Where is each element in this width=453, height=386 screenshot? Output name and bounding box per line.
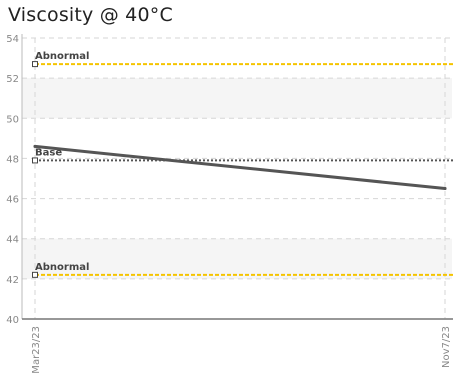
shaded-band [22,78,452,119]
shaded-band [22,238,452,279]
y-tick-label: 42 [6,275,19,286]
reference-line-label: Abnormal [35,262,89,273]
y-tick-label: 40 [6,315,19,326]
axis-layer: 40 42 44 46 48 50 52 54 Mar23/23 Nov7/23 [6,34,453,374]
y-tick-label: 52 [6,74,19,85]
y-tick-label: 46 [6,195,19,206]
reference-line-label: Abnormal [35,51,89,62]
reference-marker [32,271,38,278]
series-line [33,144,447,191]
bands-layer [22,78,452,279]
reference-marker [32,157,38,164]
data-point [443,187,447,191]
y-tick-label: 48 [6,154,19,165]
y-tick-label: 54 [6,34,19,45]
reference-marker [32,61,38,68]
y-tick-label: 50 [6,114,19,125]
x-tick-label: Mar23/23 [31,326,42,374]
chart-title: Viscosity @ 40°C [8,4,173,26]
series-layer [33,144,447,191]
reference-lines-layer [32,61,453,278]
y-tick-label: 44 [6,235,19,246]
x-tick-label: Nov7/23 [441,326,452,368]
reference-line-label: Base [35,147,62,158]
labels-layer: Abnormal Base Abnormal [35,51,89,273]
data-point [33,144,37,148]
